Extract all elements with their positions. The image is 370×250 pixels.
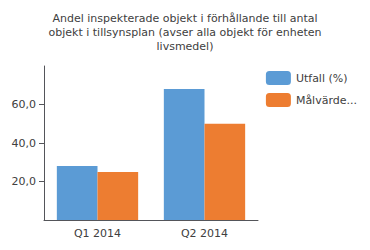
svg-text:livsmedel): livsmedel) [157, 40, 214, 53]
svg-text:Q1 2014: Q1 2014 [74, 227, 121, 240]
svg-text:Q2 2014: Q2 2014 [181, 227, 228, 240]
svg-text:20,0: 20,0 [12, 175, 37, 188]
svg-text:60,0: 60,0 [12, 98, 37, 111]
svg-text:objekt i tillsynsplan (avser a: objekt i tillsynsplan (avser alla objekt… [49, 26, 322, 39]
svg-text:Målvärde...: Målvärde... [296, 94, 357, 107]
svg-text:Utfall (%): Utfall (%) [296, 72, 348, 85]
svg-text:40,0: 40,0 [12, 137, 37, 150]
svg-text:Andel inspekterade objekt i fö: Andel inspekterade objekt i förhållande … [52, 12, 317, 25]
